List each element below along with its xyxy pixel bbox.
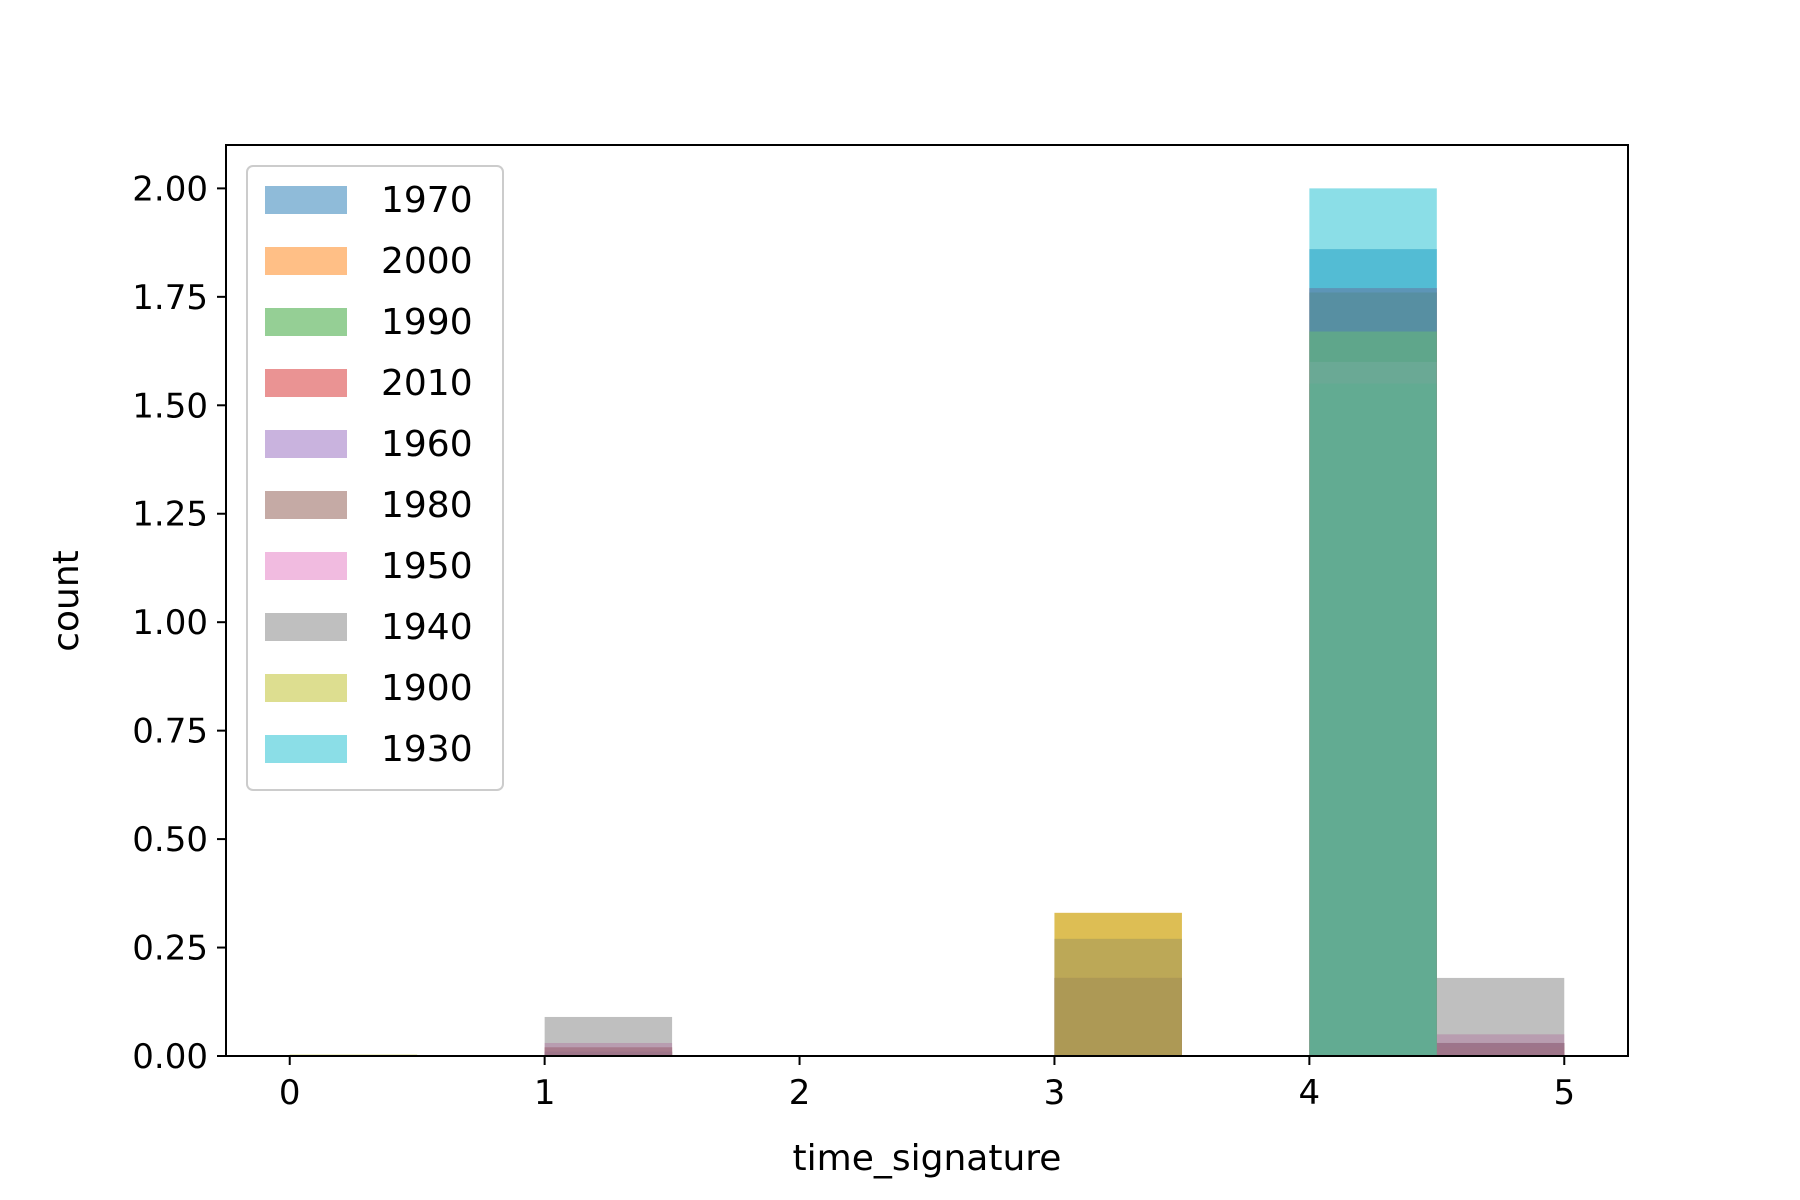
y-tick-label: 0.25 [132, 929, 208, 969]
legend-swatch-1940 [265, 613, 347, 641]
y-tick-label: 1.50 [132, 386, 208, 426]
legend-label-1940: 1940 [381, 607, 473, 648]
bar-1900-bin-6 [1054, 912, 1182, 1056]
legend-swatch-1990 [265, 308, 347, 336]
y-tick-label: 2.00 [132, 169, 208, 209]
y-tick-label: 1.25 [132, 495, 208, 535]
legend-label-1950: 1950 [381, 546, 473, 587]
x-axis: 0 1 2 3 4 5 [279, 1056, 1575, 1113]
bars-layer [289, 188, 1565, 1057]
legend-swatch-1930 [265, 735, 347, 763]
bar-1930-bin-8 [1309, 188, 1437, 1056]
y-axis: 0.00 0.25 0.50 0.75 1.00 1.25 1.50 1.75 2.00 [132, 169, 226, 1077]
legend-swatch-1950 [265, 552, 347, 580]
legend-label-1970: 1970 [381, 180, 473, 221]
y-tick-label: 1.75 [132, 278, 208, 318]
legend-label-1930: 1930 [381, 729, 473, 770]
legend-swatch-2010 [265, 369, 347, 397]
legend-swatch-2000 [265, 247, 347, 275]
x-tick-label: 3 [1044, 1073, 1066, 1113]
legend-label-1990: 1990 [381, 302, 473, 343]
y-tick-label: 0.75 [132, 712, 208, 752]
legend-swatch-1900 [265, 674, 347, 702]
legend-swatch-1970 [265, 186, 347, 214]
x-axis-label: time_signature [793, 1138, 1062, 1179]
legend-swatch-1960 [265, 430, 347, 458]
legend-swatch-1980 [265, 491, 347, 519]
y-tick-label: 1.00 [132, 603, 208, 643]
x-tick-label: 1 [534, 1073, 556, 1113]
y-tick-label: 0.00 [132, 1037, 208, 1077]
y-axis-label: count [46, 550, 87, 652]
legend-label-2000: 2000 [381, 241, 473, 282]
legend-label-1900: 1900 [381, 668, 473, 709]
legend: 1970 2000 1990 2010 1960 1980 1950 1940 1900 1930 [246, 165, 504, 791]
legend-label-1960: 1960 [381, 424, 473, 465]
x-tick-label: 5 [1553, 1073, 1575, 1113]
legend-label-1980: 1980 [381, 485, 473, 526]
legend-label-2010: 2010 [381, 363, 473, 404]
x-tick-label: 2 [789, 1073, 811, 1113]
plot-frame [225, 144, 1629, 1057]
bar-1940-bin-2 [544, 1016, 673, 1056]
y-tick-label: 0.50 [132, 820, 208, 860]
x-tick-label: 0 [279, 1073, 301, 1113]
bar-1940-bin-9 [1436, 977, 1565, 1056]
x-tick-label: 4 [1299, 1073, 1321, 1113]
